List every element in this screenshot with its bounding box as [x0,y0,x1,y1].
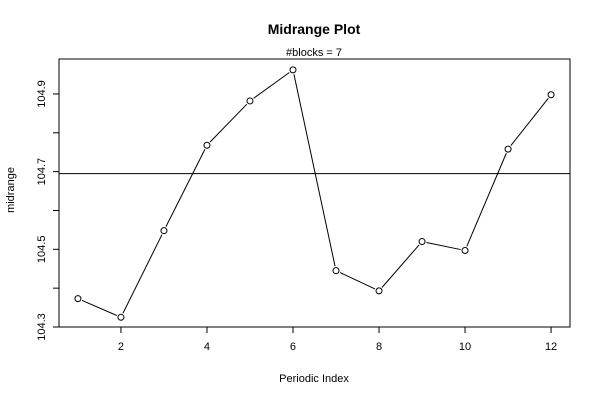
x-axis-label: Periodic Index [279,373,349,385]
data-point-10 [461,246,469,254]
chart-title: Midrange Plot [268,21,361,37]
data-point-4 [203,141,211,149]
x-tick-label-8: 8 [376,341,382,353]
line-segment-1 [81,299,118,316]
data-point-1 [74,295,82,303]
data-point-2 [117,313,125,321]
line-segment-3 [165,149,206,227]
line-segment-6 [293,74,336,267]
y-tick-label-104.3: 104.3 [36,313,48,341]
x-tick-label-6: 6 [290,341,296,353]
y-tick-label-104.9: 104.9 [36,80,48,108]
line-segment-9 [426,241,461,251]
line-segment-5 [253,72,290,99]
y-tick-label-104.7: 104.7 [36,158,48,186]
line-segment-2 [122,234,163,314]
line-segment-8 [381,244,420,288]
line-segment-10 [466,153,507,247]
x-tick-label-4: 4 [204,341,210,353]
line-segment-11 [510,97,549,146]
x-tick-label-10: 10 [459,341,471,353]
data-point-9 [418,238,426,246]
chart-subtitle: #blocks = 7 [286,47,342,59]
line-segment-4 [209,103,248,143]
y-tick-label-104.5: 104.5 [36,236,48,264]
data-point-3 [160,227,168,235]
data-point-8 [375,287,383,295]
data-point-5 [246,97,254,105]
data-point-6 [289,66,297,74]
y-axis-label: midrange [5,167,17,213]
data-layer [59,66,570,321]
data-point-11 [504,145,512,153]
axes-layer: 2 4 6 8 10 12 104.3 104.5 104.7 104.9 [36,58,571,353]
x-tick-label-2: 2 [118,341,124,353]
line-segment-7 [339,272,376,290]
data-point-12 [547,91,555,99]
x-tick-label-12: 12 [545,341,557,353]
plot-frame [58,58,571,328]
data-point-7 [332,267,340,275]
